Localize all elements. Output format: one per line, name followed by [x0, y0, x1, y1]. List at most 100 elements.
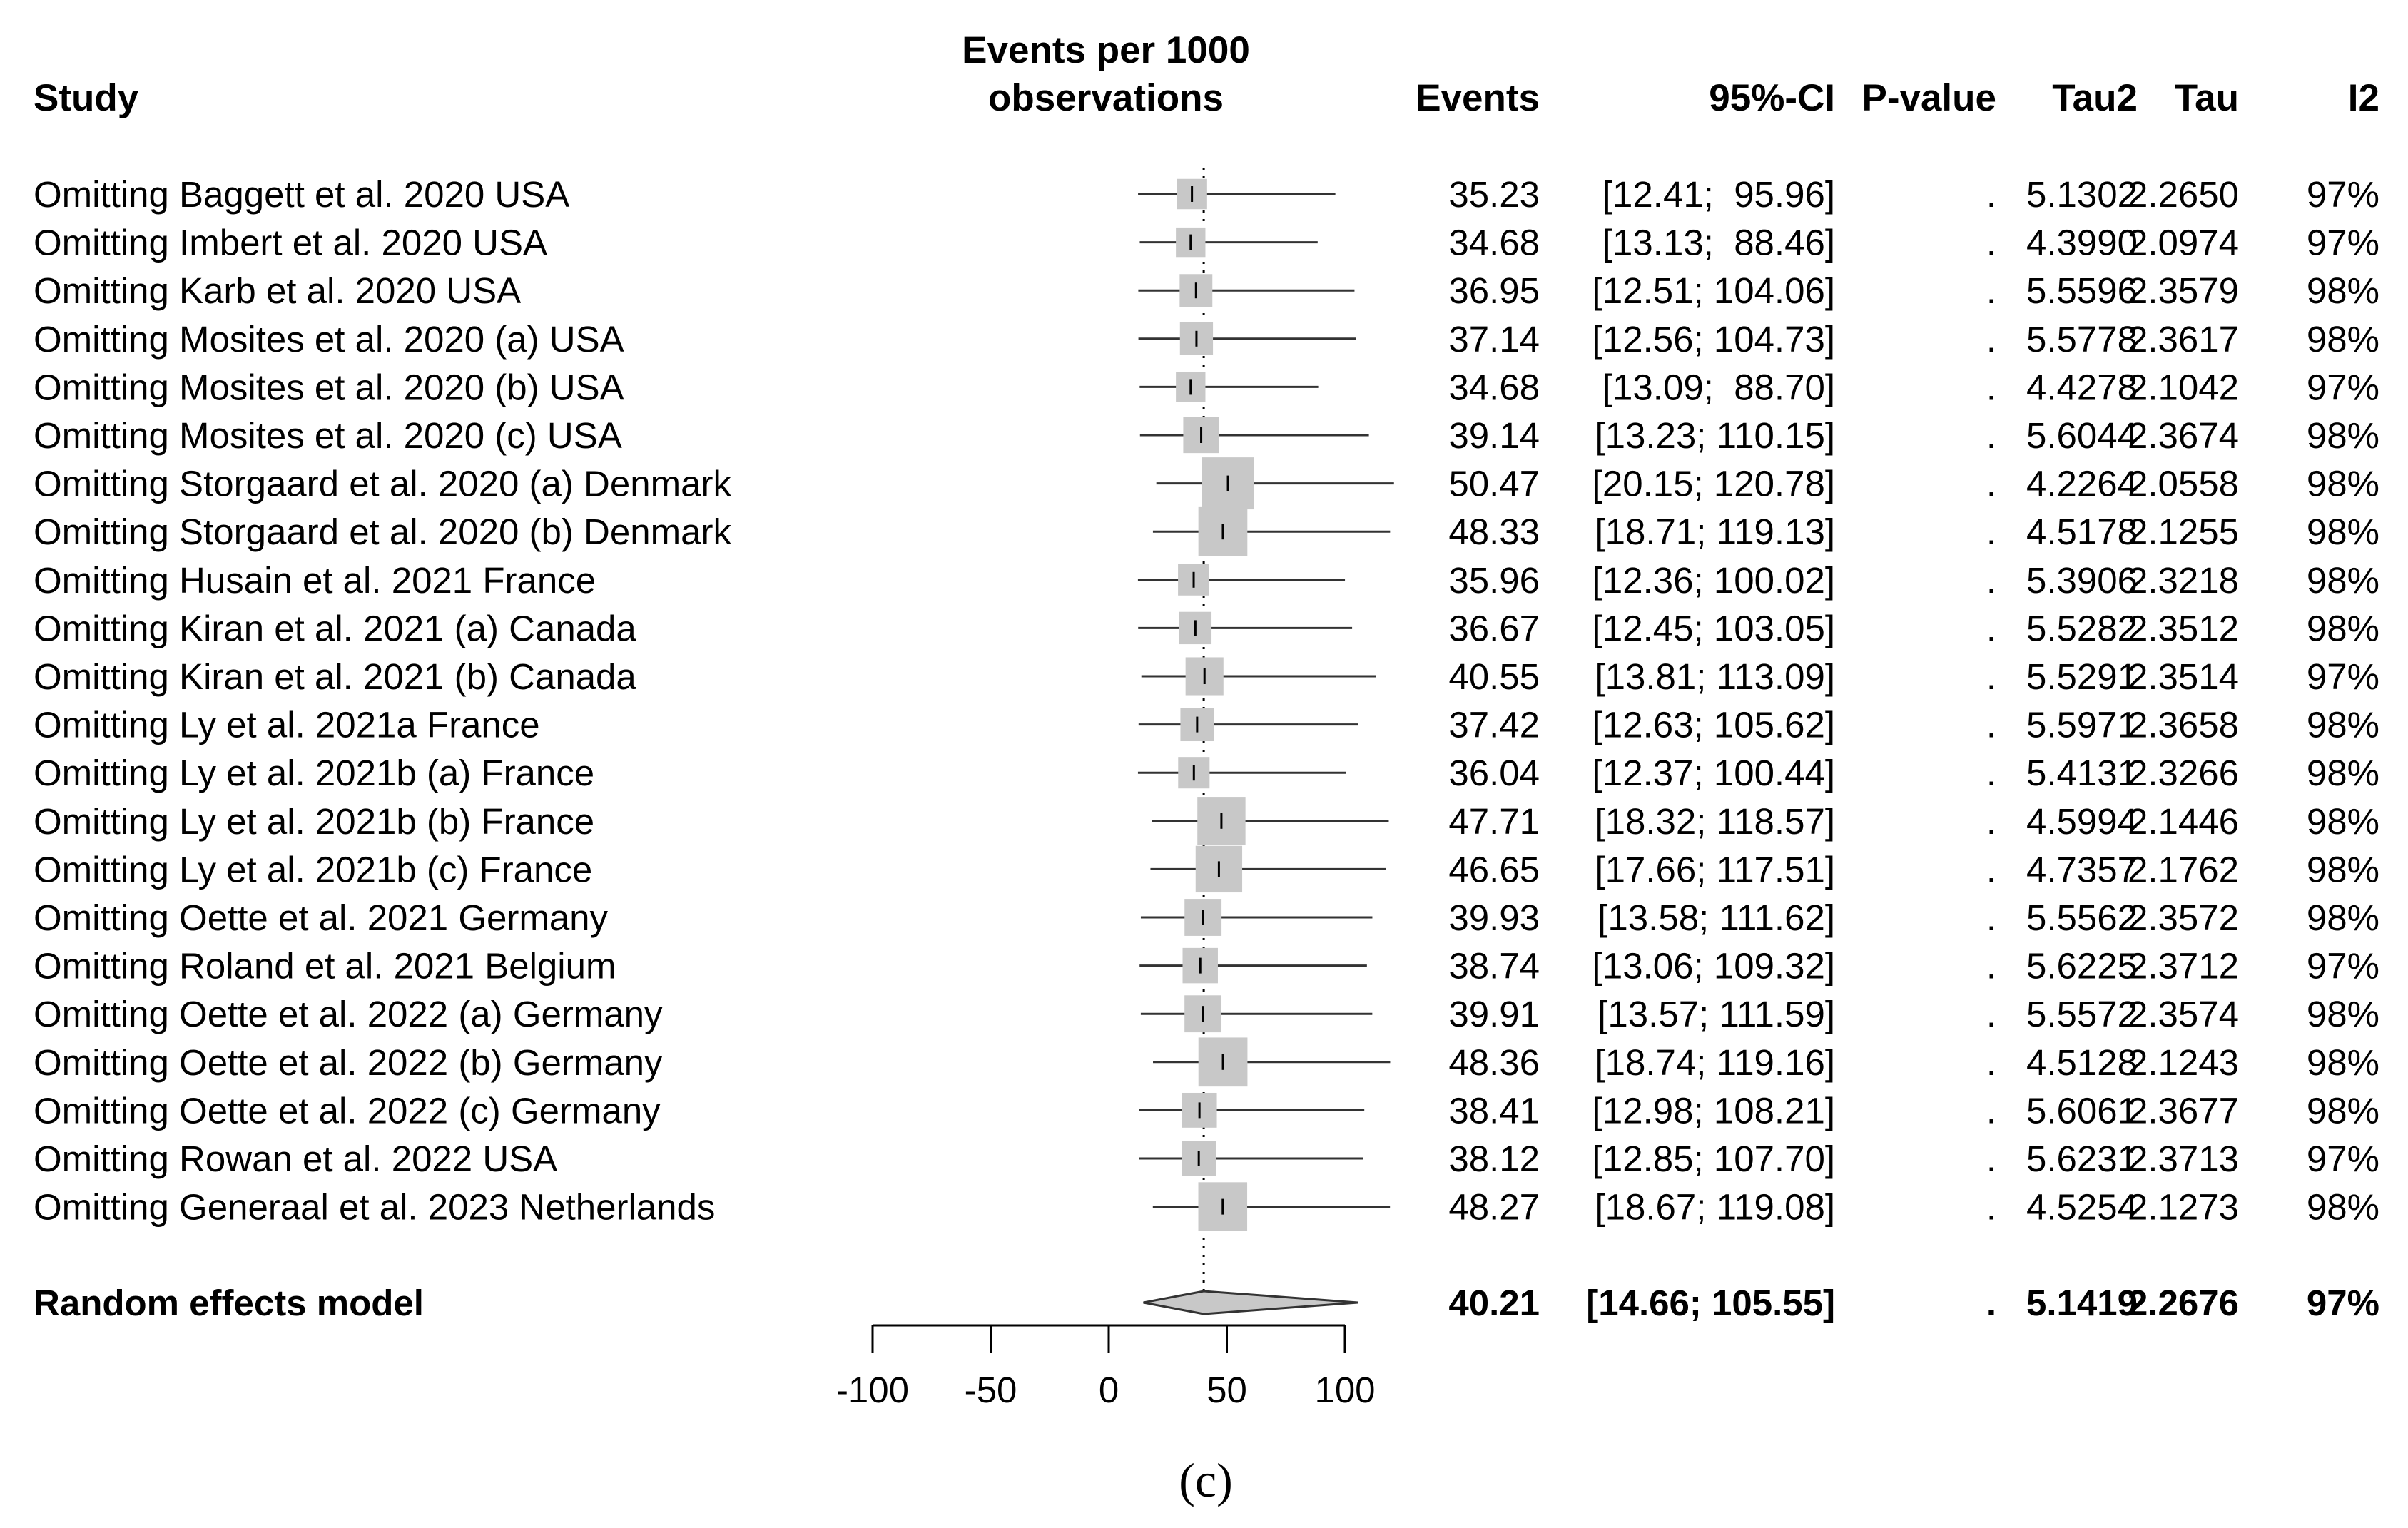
tau-value: 2.3266 — [2128, 753, 2239, 793]
events-value: 35.23 — [1448, 174, 1540, 215]
tau2-value: 5.5562 — [2026, 897, 2138, 938]
header-pvalue: P-value — [1861, 77, 1996, 119]
ci-value: [12.45; 103.05] — [1592, 608, 1835, 648]
tau-value: 2.1042 — [2128, 367, 2239, 407]
study-label: Omitting Mosites et al. 2020 (c) USA — [34, 415, 622, 456]
pvalue-value: . — [1986, 897, 1996, 938]
i2-value: 98% — [2307, 897, 2379, 938]
pvalue-value: . — [1986, 415, 1996, 456]
tau2-value: 4.4278 — [2026, 367, 2138, 407]
tau2-value: 5.5971 — [2026, 705, 2138, 745]
header-i2: I2 — [2348, 77, 2379, 119]
study-row: Omitting Oette et al. 2022 (c) Germany 38… — [34, 1090, 2379, 1131]
study-row: Omitting Storgaard et al. 2020 (a) Denma… — [34, 457, 2379, 510]
study-label: Omitting Karb et al. 2020 USA — [34, 270, 521, 311]
x-tick-label: -100 — [836, 1370, 909, 1410]
tau-value: 2.1273 — [2128, 1187, 2239, 1228]
tau-value: 2.1762 — [2128, 849, 2239, 890]
study-label: Omitting Ly et al. 2021b (b) France — [34, 801, 594, 842]
summary-row: Random effects model 40.21 [14.66; 105.55]… — [34, 1283, 2379, 1323]
pvalue-value: . — [1986, 270, 1996, 311]
x-tick-label: -50 — [965, 1370, 1017, 1410]
events-value: 48.27 — [1448, 1187, 1540, 1228]
study-row: Omitting Rowan et al. 2022 USA 38.12 [12.8… — [34, 1139, 2379, 1179]
pvalue-value: . — [1986, 994, 1996, 1034]
i2-value: 98% — [2307, 705, 2379, 745]
header-tau: Tau — [2175, 77, 2239, 119]
tau-value: 2.0558 — [2128, 464, 2239, 504]
ci-value: [12.36; 100.02] — [1592, 560, 1835, 601]
tau-value: 2.3617 — [2128, 319, 2239, 360]
study-label: Omitting Oette et al. 2022 (c) Germany — [34, 1090, 661, 1131]
study-row: Omitting Kiran et al. 2021 (b) Canada 40.… — [34, 656, 2379, 697]
tau2-value: 5.6231 — [2026, 1139, 2138, 1179]
study-row: Omitting Generaal et al. 2023 Netherland… — [34, 1182, 2379, 1231]
tau-value: 2.3713 — [2128, 1139, 2239, 1179]
events-value: 38.74 — [1448, 946, 1540, 987]
i2-value: 97% — [2307, 1139, 2379, 1179]
study-label: Omitting Imbert et al. 2020 USA — [34, 223, 547, 263]
events-value: 34.68 — [1448, 223, 1540, 263]
ci-value: [13.57; 111.59] — [1597, 994, 1835, 1034]
pvalue-value: . — [1986, 1139, 1996, 1179]
i2-value: 98% — [2307, 1090, 2379, 1131]
tau2-value: 4.5178 — [2026, 511, 2138, 552]
events-value: 39.14 — [1448, 415, 1540, 456]
i2-value: 98% — [2307, 753, 2379, 793]
events-value: 46.65 — [1448, 849, 1540, 890]
ci-value: [12.56; 104.73] — [1592, 319, 1835, 360]
pvalue-value: . — [1986, 753, 1996, 793]
tau2-value: 5.3906 — [2026, 560, 2138, 601]
header-ci: 95%-CI — [1709, 77, 1835, 119]
study-row: Omitting Ly et al. 2021b (a) France 36.04… — [34, 753, 2379, 793]
tau-value: 2.3674 — [2128, 415, 2239, 456]
tau2-value: 5.1302 — [2026, 174, 2138, 215]
i2-value: 98% — [2307, 270, 2379, 311]
tau-value: 2.3579 — [2128, 270, 2239, 311]
x-tick-label: 100 — [1314, 1370, 1375, 1410]
i2-value: 98% — [2307, 1042, 2379, 1083]
study-label: Omitting Oette et al. 2022 (a) Germany — [34, 994, 663, 1034]
events-value: 36.95 — [1448, 270, 1540, 311]
tau-value: 2.1446 — [2128, 801, 2239, 842]
i2-value: 98% — [2307, 415, 2379, 456]
tau-value: 2.1243 — [2128, 1042, 2239, 1083]
tau-value: 2.1255 — [2128, 511, 2239, 552]
tau2-value: 4.2264 — [2026, 464, 2138, 504]
tau2-value: 5.4131 — [2026, 753, 2138, 793]
pvalue-value: . — [1986, 849, 1996, 890]
summary-diamond — [1143, 1290, 1358, 1315]
header-events: Events — [1416, 77, 1540, 119]
pvalue-value: . — [1986, 319, 1996, 360]
header-study: Study — [34, 77, 139, 119]
header-axis-title-line2: observations — [988, 77, 1224, 119]
tau2-value: 5.5282 — [2026, 608, 2138, 648]
study-row: Omitting Storgaard et al. 2020 (b) Denma… — [34, 506, 2379, 556]
pvalue-value: . — [1986, 174, 1996, 215]
tau2-value: 5.6225 — [2026, 946, 2138, 987]
ci-value: [12.51; 104.06] — [1592, 270, 1835, 311]
i2-value: 98% — [2307, 801, 2379, 842]
pvalue-value: . — [1986, 656, 1996, 697]
tau2-value: 4.5128 — [2026, 1042, 2138, 1083]
study-label: Omitting Ly et al. 2021b (a) France — [34, 753, 594, 793]
i2-value: 98% — [2307, 319, 2379, 360]
i2-value: 98% — [2307, 608, 2379, 648]
i2-value: 98% — [2307, 511, 2379, 552]
events-value: 34.68 — [1448, 367, 1540, 407]
pvalue-value: . — [1986, 1187, 1996, 1228]
figure-caption: (c) — [1179, 1453, 1232, 1507]
ci-value: [20.15; 120.78] — [1592, 464, 1835, 504]
study-label: Omitting Ly et al. 2021a France — [34, 705, 540, 745]
i2-value: 98% — [2307, 560, 2379, 601]
events-value: 39.91 — [1448, 994, 1540, 1034]
study-row: Omitting Kiran et al. 2021 (a) Canada 36.… — [34, 608, 2379, 648]
tau2-value: 5.6061 — [2026, 1090, 2138, 1131]
events-value: 36.04 — [1448, 753, 1540, 793]
ci-value: [18.71; 119.13] — [1595, 511, 1835, 552]
summary-pvalue: . — [1986, 1283, 1996, 1323]
tau2-value: 5.6044 — [2026, 415, 2138, 456]
header-axis-title-line1: Events per 1000 — [962, 29, 1250, 71]
tau2-value: 4.5254 — [2026, 1187, 2138, 1228]
